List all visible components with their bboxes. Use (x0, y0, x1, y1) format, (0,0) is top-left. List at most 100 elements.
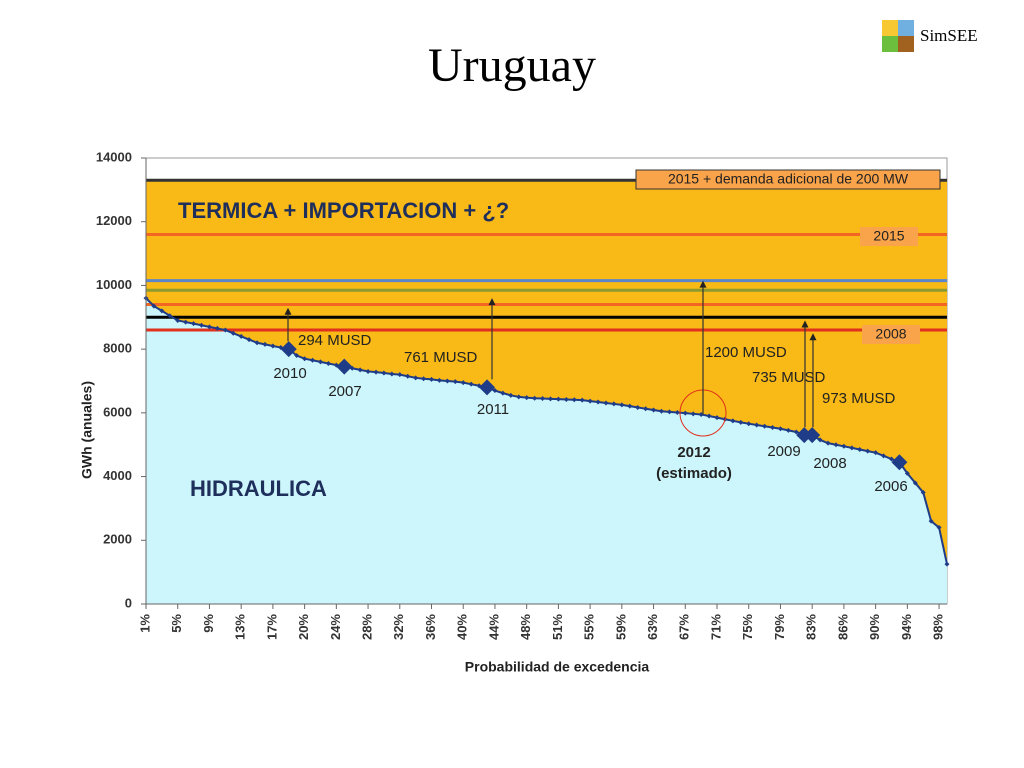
marker (452, 379, 458, 385)
marker (603, 400, 609, 406)
marker (191, 321, 197, 327)
year-marker (280, 341, 297, 358)
marker (500, 390, 506, 396)
marker (302, 356, 308, 362)
amount-label: 294 MUSD (298, 332, 372, 349)
y-tick-label: 10000 (96, 277, 132, 292)
logo-square (898, 36, 914, 52)
region-label: HIDRAULICA (190, 476, 327, 501)
level-label-box (635, 169, 941, 190)
x-tick-label: 1% (137, 614, 152, 633)
marker (928, 518, 934, 524)
logo-square (898, 20, 914, 36)
marker (627, 403, 633, 409)
amount-label: 761 MUSD (404, 349, 478, 366)
year-label: 2008 (813, 455, 846, 472)
logo-square (882, 20, 898, 36)
marker (611, 401, 617, 407)
marker (413, 375, 419, 381)
y-tick-label: 12000 (96, 213, 132, 228)
marker (230, 330, 236, 336)
marker (508, 392, 514, 398)
marker (785, 427, 791, 433)
x-tick-label: 40% (455, 614, 470, 640)
year-label: 2007 (328, 383, 361, 400)
marker (666, 409, 672, 415)
marker (325, 360, 331, 366)
marker (397, 372, 403, 378)
marker (436, 377, 442, 383)
x-tick-label: 44% (486, 614, 501, 640)
marker (524, 395, 530, 401)
marker (817, 437, 823, 443)
marker (619, 402, 625, 408)
marker (833, 442, 839, 448)
marker (888, 456, 894, 462)
marker (238, 333, 244, 339)
marker (468, 381, 474, 387)
marker (547, 396, 553, 402)
year-sublabel: (estimado) (656, 465, 732, 482)
x-tick-label: 94% (899, 614, 914, 640)
marker (270, 343, 276, 349)
marker (698, 411, 704, 417)
marker (770, 425, 776, 431)
marker (175, 317, 181, 323)
x-tick-label: 55% (582, 614, 597, 640)
marker (365, 368, 371, 374)
x-tick-label: 36% (423, 614, 438, 640)
marker (254, 340, 260, 346)
marker (167, 313, 173, 319)
x-tick-label: 48% (518, 614, 533, 640)
marker (920, 490, 926, 495)
marker (540, 396, 546, 402)
x-tick-label: 79% (772, 614, 787, 640)
x-tick-label: 90% (867, 614, 882, 640)
arrow-head (488, 298, 496, 306)
marker (460, 380, 466, 386)
marker (793, 429, 799, 435)
marker (222, 327, 228, 333)
marker (595, 399, 601, 405)
marker (294, 353, 300, 359)
marker (444, 378, 450, 384)
marker (873, 450, 879, 456)
marker (262, 341, 268, 347)
marker (738, 419, 744, 425)
x-tick-label: 32% (391, 614, 406, 640)
year-marker (336, 358, 353, 375)
marker (151, 303, 157, 309)
marker (579, 397, 585, 403)
x-tick-label: 5% (169, 614, 184, 633)
logo-square (882, 36, 898, 52)
marker (849, 445, 855, 451)
marker (373, 369, 379, 375)
marker (762, 423, 768, 429)
marker (429, 376, 435, 382)
marker (405, 373, 411, 379)
x-tick-label: 63% (645, 614, 660, 640)
level-label-box (862, 325, 920, 344)
arrow-head (284, 307, 292, 315)
marker (555, 396, 561, 402)
x-tick-label: 17% (264, 614, 279, 640)
level-label: 2008 (875, 326, 906, 342)
region-label: TERMICA + IMPORTACION + ¿? (178, 198, 509, 223)
marker (944, 561, 950, 567)
y-tick-label: 4000 (103, 468, 132, 483)
marker (865, 448, 871, 454)
x-tick-label: 98% (931, 614, 946, 640)
arrow-head (801, 320, 809, 328)
marker (563, 396, 569, 402)
y-tick-label: 8000 (103, 341, 132, 356)
year-label: 2009 (767, 443, 800, 460)
arrow-head (699, 280, 707, 288)
marker (587, 398, 593, 404)
year-marker (804, 427, 821, 444)
marker (730, 418, 736, 424)
marker (421, 376, 427, 382)
marker (825, 440, 831, 446)
year-label: 2012 (677, 444, 710, 461)
year-label: 2010 (273, 365, 306, 382)
